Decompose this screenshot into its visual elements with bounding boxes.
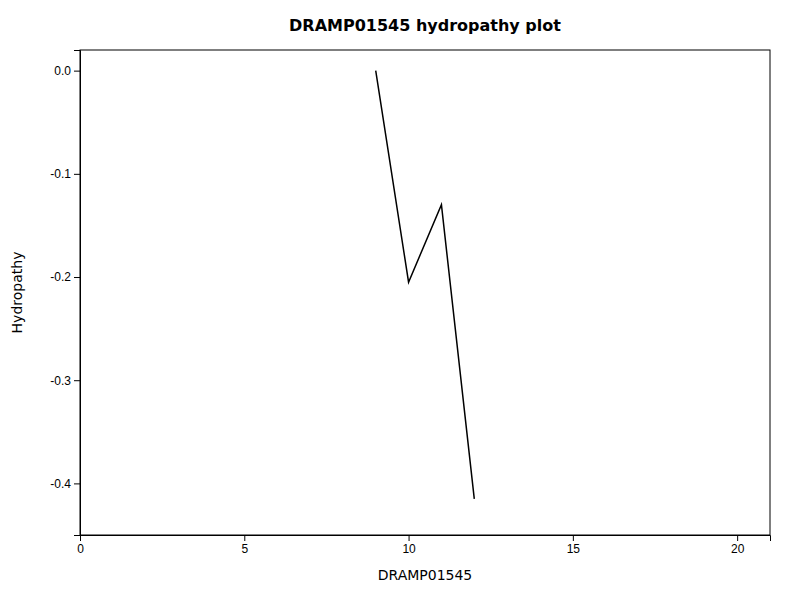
x-tick-label: 0	[77, 542, 84, 556]
y-axis-title: Hydropathy	[9, 252, 25, 334]
x-axis-title: DRAMP01545	[378, 567, 473, 583]
marks	[376, 71, 475, 499]
x-tick-label: 15	[567, 542, 581, 556]
y-tick: 0.0	[54, 64, 80, 78]
y-axis-line	[74, 51, 81, 536]
y-tick-label: 0.0	[54, 64, 71, 78]
x-axis: 0 5 10 15 20	[77, 535, 770, 556]
y-tick: -0.1	[50, 167, 80, 181]
plot: 0 5 10 15 20 -0.4 -0.3 -0.2 -0.1 0.0	[50, 50, 770, 556]
title: DRAMP01545 hydropathy plot	[289, 16, 561, 35]
x-tick: 10	[402, 535, 416, 556]
chart: 0 5 10 15 20 -0.4 -0.3 -0.2 -0.1 0.0 DRAMP01545 hy…	[0, 0, 800, 600]
x-tick: 5	[241, 535, 248, 556]
y-axis: -0.4 -0.3 -0.2 -0.1 0.0	[50, 51, 80, 536]
x-tick-label: 5	[241, 542, 248, 556]
x-tick: 20	[731, 535, 745, 556]
plot-frame	[80, 50, 770, 535]
y-tick-mark	[74, 174, 80, 175]
y-tick-mark	[74, 277, 80, 278]
y-tick: -0.2	[50, 270, 80, 284]
x-tick-label: 10	[402, 542, 416, 556]
y-tick-label: -0.3	[50, 374, 71, 388]
x-tick-mark	[737, 535, 738, 541]
x-tick: 15	[567, 535, 581, 556]
x-axis-line	[81, 536, 771, 542]
y-tick-mark	[74, 380, 80, 381]
x-tick-mark	[409, 535, 410, 541]
y-tick-mark	[74, 71, 80, 72]
y-tick-label: -0.4	[50, 477, 71, 491]
y-tick: -0.4	[50, 477, 80, 491]
y-tick-label: -0.2	[50, 270, 71, 284]
x-tick-label: 20	[731, 542, 745, 556]
line	[376, 71, 475, 499]
y-tick-mark	[74, 483, 80, 484]
y-tick: -0.3	[50, 374, 80, 388]
x-tick: 0	[77, 535, 84, 556]
x-tick-mark	[573, 535, 574, 541]
x-tick-mark	[244, 535, 245, 541]
y-tick-label: -0.1	[50, 167, 71, 181]
